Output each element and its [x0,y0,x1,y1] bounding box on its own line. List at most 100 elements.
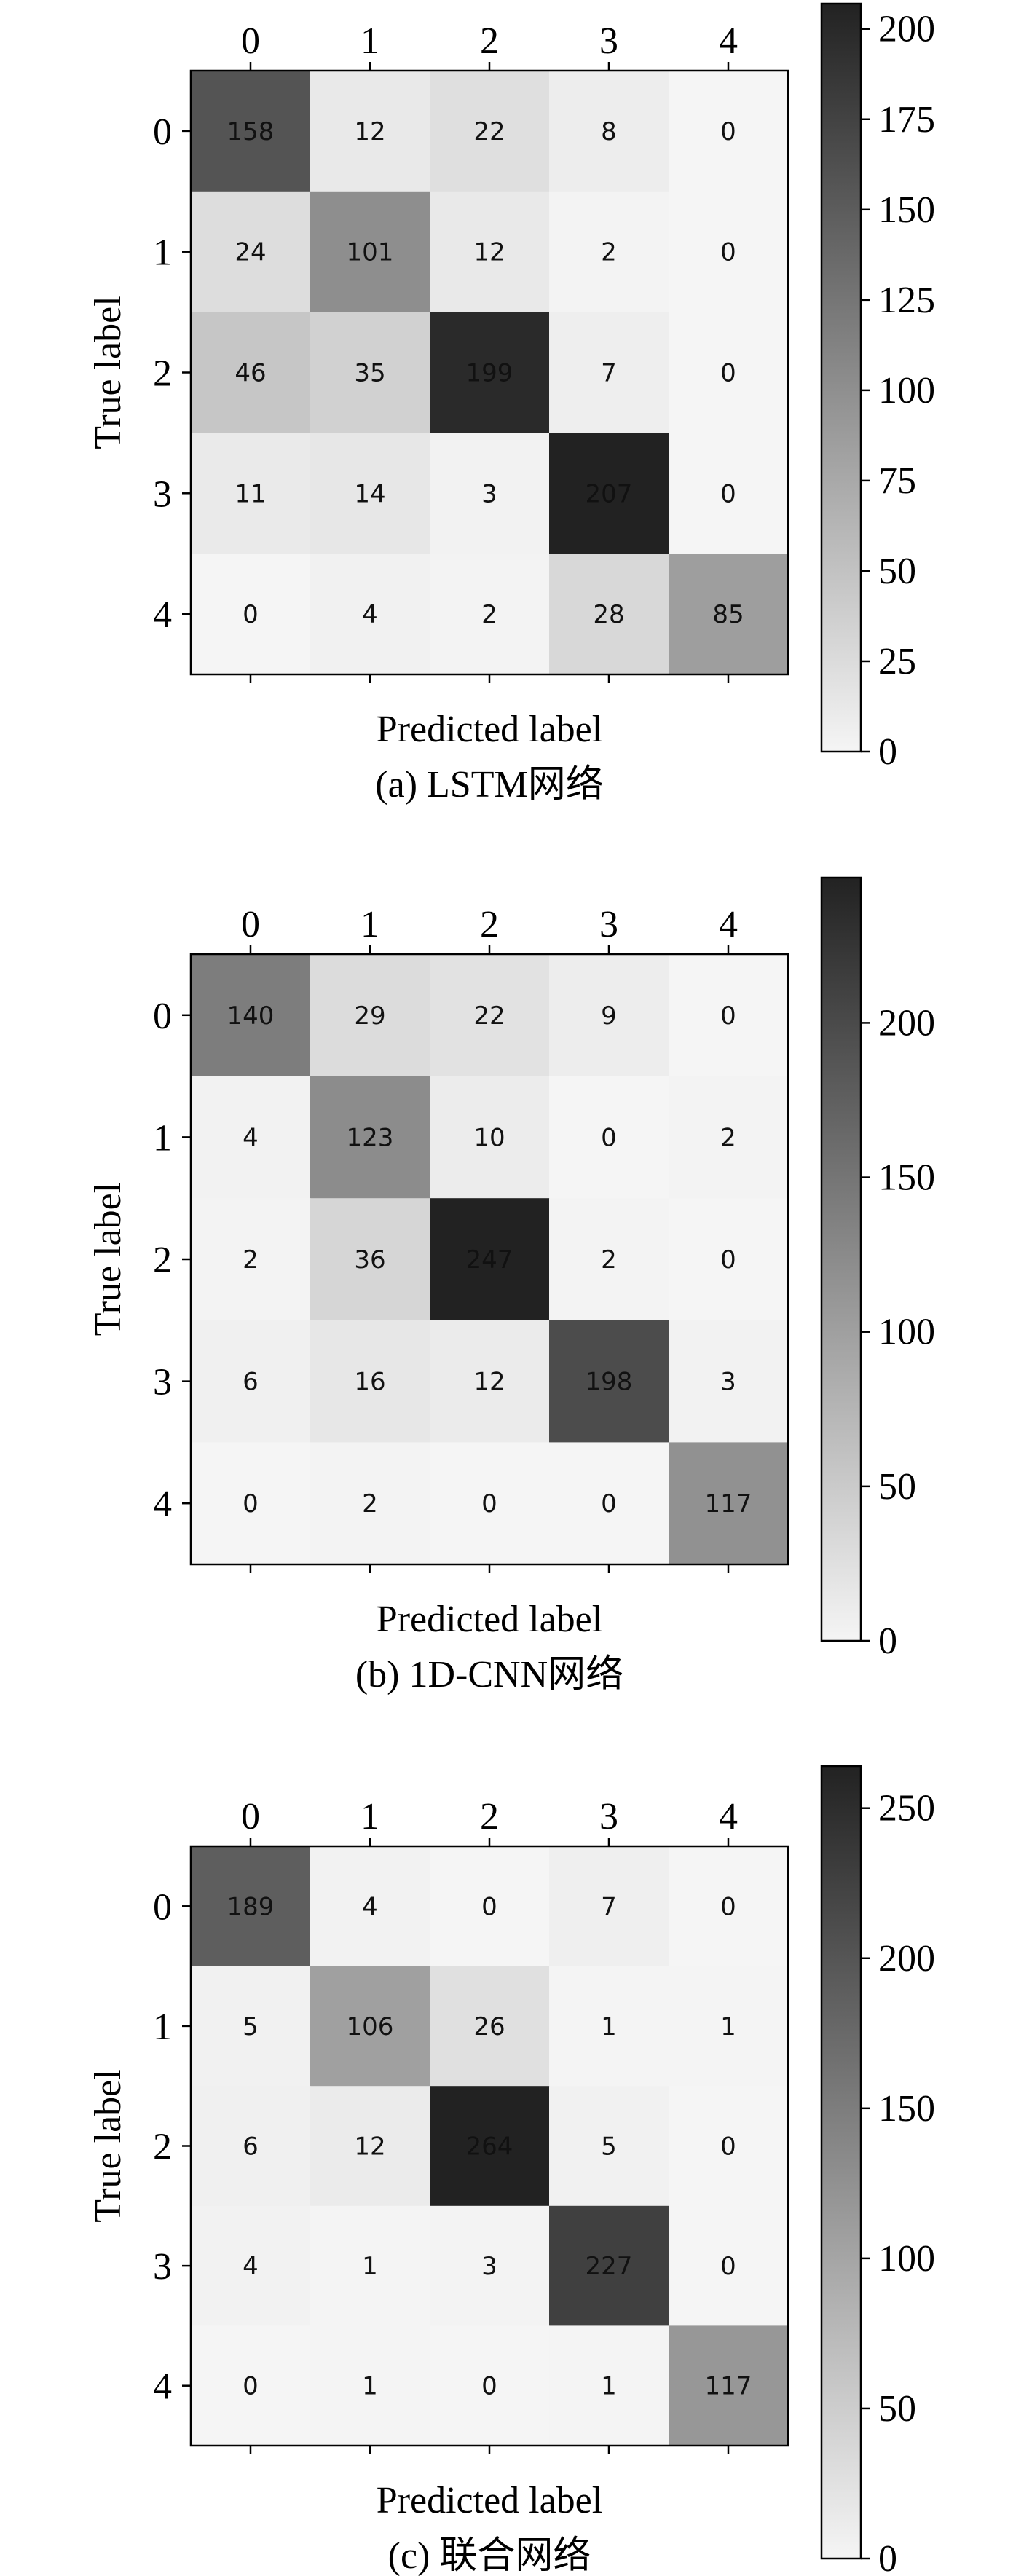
cell-value-label: 0 [243,2372,259,2401]
matrix-cell [430,554,550,675]
cell-value-label: 29 [354,1001,385,1031]
y-axis-label: True label [87,1183,129,1336]
cell-value-label: 0 [720,1245,736,1275]
matrix-cell [669,1320,789,1443]
matrix-cell [191,312,311,433]
matrix-cell [669,71,789,192]
colorbar-tick-label: 100 [878,2238,935,2280]
colorbar-tick-label: 75 [878,460,916,502]
matrix-cell [191,1442,311,1565]
cell-value-label: 46 [235,359,266,388]
matrix-cell [310,1198,430,1321]
x-tick-label: 1 [361,904,379,945]
matrix-cell [191,2205,311,2326]
matrix-cell [669,191,789,313]
matrix-cell [310,1320,430,1443]
colorbar-tick-label: 250 [878,1788,935,1829]
x-tick-label: 2 [480,20,499,62]
cell-value-label: 12 [354,2132,385,2162]
y-tick-label: 1 [153,1117,172,1159]
cell-value-label: 3 [481,2252,497,2281]
colorbar-tick-label: 25 [878,641,916,682]
cell-value-label: 227 [586,2252,633,2281]
matrix-cell [669,1966,789,2087]
x-tick-label: 0 [241,904,260,945]
cell-value-label: 4 [243,1123,259,1152]
cell-value-label: 3 [720,1368,736,1397]
colorbar-tick-label: 200 [878,1002,935,1044]
y-tick-label: 0 [153,996,172,1037]
x-axis-label: Predicted label [377,1599,602,1640]
colorbar-tick-label: 50 [878,2388,916,2430]
matrix-cell [669,1076,789,1199]
cell-value-label: 1 [601,2372,617,2401]
colorbar-tick-label: 125 [878,280,935,321]
y-tick-label: 1 [153,232,172,274]
cell-value-label: 0 [601,1123,617,1152]
colorbar-tick-label: 200 [878,9,935,50]
cell-value-label: 4 [362,1892,378,1921]
matrix-cell [310,554,430,675]
matrix-cell [430,2325,550,2446]
colorbar-tick-label: 50 [878,1466,916,1508]
cell-value-label: 0 [720,2252,736,2281]
cell-value-label: 2 [243,1245,259,1275]
cell-value-label: 0 [720,359,736,388]
cell-value-label: 1 [720,2012,736,2041]
cell-value-label: 6 [243,1368,259,1397]
matrix-cell [430,312,550,433]
matrix-cell [549,1846,669,1967]
cell-value-label: 117 [705,1489,752,1519]
matrix-cell [669,1846,789,1967]
matrix-cell [191,554,311,675]
colorbar-tick-label: 0 [878,2538,897,2576]
matrix-cell [310,433,430,554]
matrix-cell [191,2325,311,2446]
x-tick-label: 2 [480,1796,499,1838]
matrix-cell [430,191,550,313]
colorbar-tick-label: 100 [878,370,935,411]
matrix-cell [549,433,669,554]
cell-value-label: 11 [235,479,266,508]
matrix-cell [430,433,550,554]
matrix-cell [191,191,311,313]
colorbar [822,1766,861,2559]
colorbar-frame [820,1765,862,2560]
matrix-cell [430,1966,550,2087]
cell-value-label: 14 [354,479,385,508]
cell-value-label: 2 [601,1245,617,1275]
matrix-cell [310,2325,430,2446]
colorbar-tick-label: 150 [878,189,935,231]
cell-value-label: 85 [712,600,744,629]
y-tick-label: 4 [153,2366,172,2408]
colorbar-frame [820,2,862,753]
matrix-cell [430,1442,550,1565]
matrix-cell [669,1198,789,1321]
cell-value-label: 4 [362,600,378,629]
matrix-cell [430,2205,550,2326]
y-tick-label: 4 [153,1484,172,1525]
y-tick-label: 2 [153,1240,172,1281]
cell-value-label: 264 [466,2132,513,2162]
y-tick-label: 1 [153,2006,172,2048]
matrix-cell [669,2325,789,2446]
cell-value-label: 26 [473,2012,505,2041]
matrix-cell [669,2205,789,2326]
matrix-cell [549,71,669,192]
matrix-cell [549,2205,669,2326]
matrix-cell [669,1442,789,1565]
cell-value-label: 2 [720,1123,736,1152]
matrix-cell [310,2086,430,2207]
y-tick-label: 0 [153,111,172,153]
colorbar-tick-label: 175 [878,99,935,141]
matrix-cell [430,1846,550,1967]
matrix-cell [669,954,789,1077]
cell-value-label: 2 [362,1489,378,1519]
x-tick-label: 2 [480,904,499,945]
cell-value-label: 0 [720,1001,736,1031]
cell-value-label: 207 [586,479,633,508]
x-tick-label: 3 [599,904,618,945]
cell-value-label: 8 [601,117,617,146]
colorbar-tick-label: 0 [878,1620,897,1662]
